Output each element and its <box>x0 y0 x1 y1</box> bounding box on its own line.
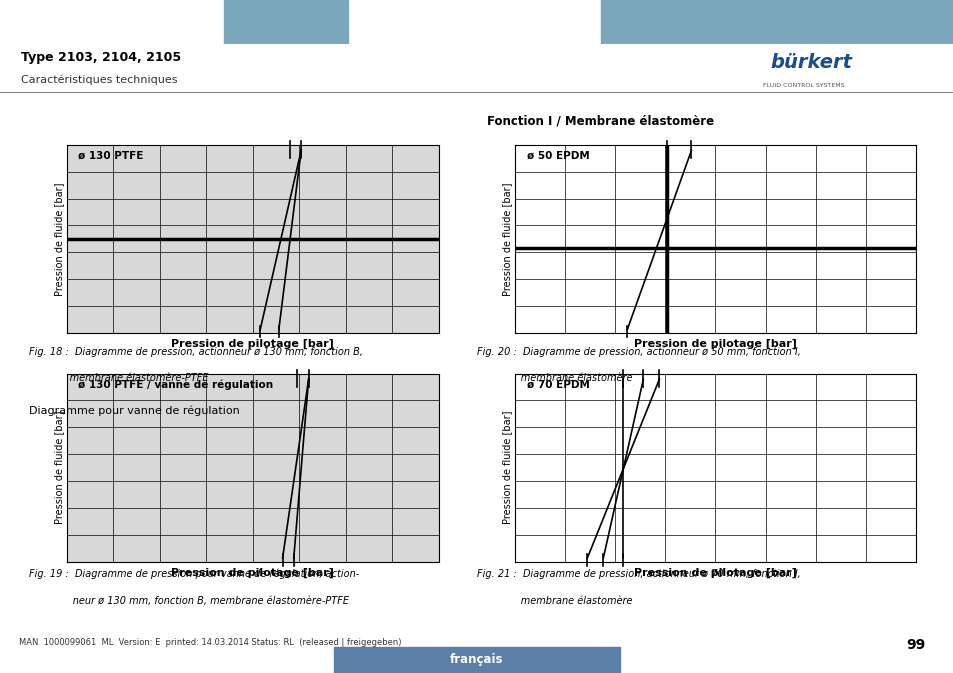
X-axis label: Pression de pilotage [bar]: Pression de pilotage [bar] <box>634 567 796 578</box>
Y-axis label: Pression de fluide [bar]: Pression de fluide [bar] <box>502 182 512 295</box>
Text: neur ø 130 mm, fonction B, membrane élastomère-PTFE: neur ø 130 mm, fonction B, membrane élas… <box>29 596 348 606</box>
Text: Diagramme pour vanne de régulation: Diagramme pour vanne de régulation <box>29 405 239 416</box>
Text: Fig. 18 :  Diagramme de pression, actionneur ø 130 mm, fonction B,: Fig. 18 : Diagramme de pression, actionn… <box>29 347 362 357</box>
Text: ø 130 PTFE / vanne de régulation: ø 130 PTFE / vanne de régulation <box>78 379 273 390</box>
Text: Caractéristiques techniques: Caractéristiques techniques <box>21 75 177 85</box>
Text: français: français <box>450 653 503 666</box>
Text: ø 50 EPDM: ø 50 EPDM <box>527 150 589 160</box>
Bar <box>334 647 619 673</box>
Text: ø 70 EPDM: ø 70 EPDM <box>527 379 590 389</box>
Text: membrane élastomère: membrane élastomère <box>476 373 632 382</box>
X-axis label: Pression de pilotage [bar]: Pression de pilotage [bar] <box>172 339 334 349</box>
Text: Fonction I / Membrane élastomère: Fonction I / Membrane élastomère <box>486 114 713 128</box>
X-axis label: Pression de pilotage [bar]: Pression de pilotage [bar] <box>634 339 796 349</box>
X-axis label: Pression de pilotage [bar]: Pression de pilotage [bar] <box>172 567 334 578</box>
Bar <box>224 0 348 44</box>
Y-axis label: Pression de fluide [bar]: Pression de fluide [bar] <box>54 411 64 524</box>
Text: 99: 99 <box>905 638 924 652</box>
Text: Fig. 19 :  Diagramme de pression pour vanne de régulation, action-: Fig. 19 : Diagramme de pression pour van… <box>29 569 358 579</box>
Text: MAN  1000099061  ML  Version: E  printed: 14.03.2014 Status: RL  (released | fre: MAN 1000099061 ML Version: E printed: 14… <box>19 638 401 647</box>
Y-axis label: Pression de fluide [bar]: Pression de fluide [bar] <box>502 411 512 524</box>
Y-axis label: Pression de fluide [bar]: Pression de fluide [bar] <box>54 182 64 295</box>
Text: Fig. 21 :  Diagramme de pression, actionneur ø 70 mm, fonction I,: Fig. 21 : Diagramme de pression, actionn… <box>476 569 800 579</box>
Text: ø 130 PTFE: ø 130 PTFE <box>78 150 143 160</box>
Text: membrane élastomère: membrane élastomère <box>476 596 632 606</box>
Text: bürkert: bürkert <box>770 53 852 72</box>
Text: Type 2103, 2104, 2105: Type 2103, 2104, 2105 <box>21 51 181 64</box>
Text: Fig. 20 :  Diagramme de pression, actionneur ø 50 mm, fonction I,: Fig. 20 : Diagramme de pression, actionn… <box>476 347 800 357</box>
Bar <box>600 0 953 44</box>
Text: membrane élastomère-PTFE: membrane élastomère-PTFE <box>29 373 208 382</box>
Text: FLUID CONTROL SYSTEMS: FLUID CONTROL SYSTEMS <box>762 83 843 89</box>
